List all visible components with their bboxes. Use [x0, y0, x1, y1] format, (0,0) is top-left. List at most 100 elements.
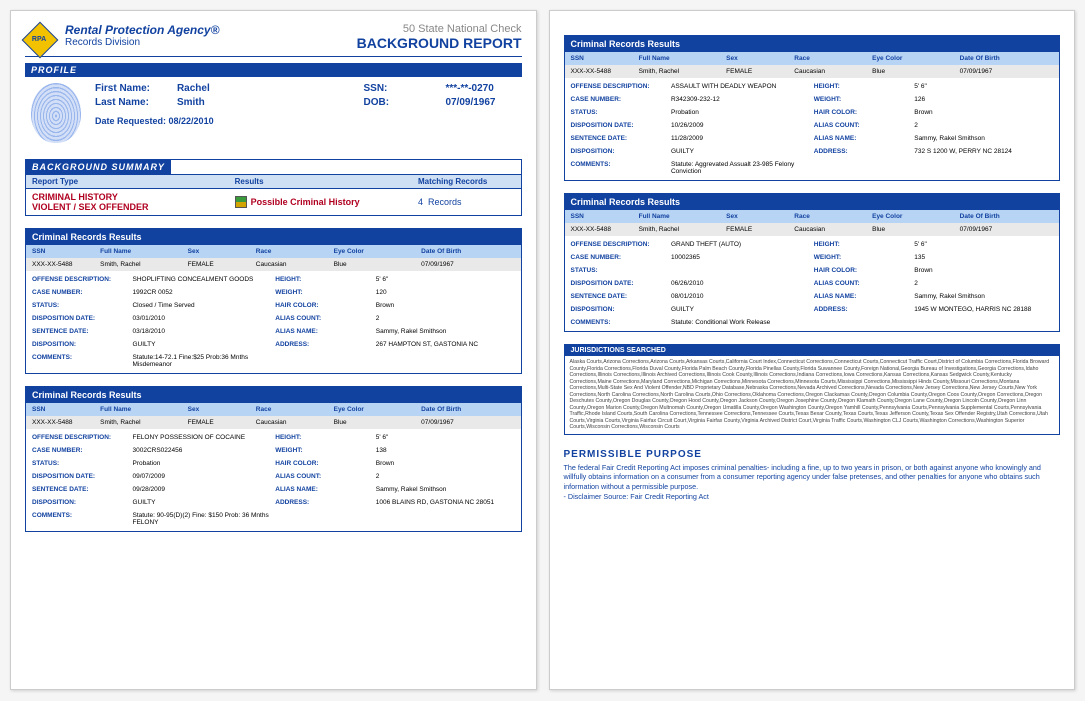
pair-hair: HAIR COLOR:Brown [812, 264, 1055, 277]
value-disposition: GUILTY [132, 341, 271, 348]
value-hair: Brown [376, 302, 515, 309]
val-dob: 07/09/1967 [958, 225, 1055, 234]
value-offense: SHOPLIFTING CONCEALMENT GOODS [132, 276, 271, 283]
pair-hair: HAIR COLOR:Brown [273, 299, 516, 312]
label-case: CASE NUMBER: [32, 447, 132, 454]
record-header-row: SSNFull NameSexRaceEye ColorDate Of Birt… [565, 210, 1060, 223]
background-report-label: BACKGROUND REPORT [357, 35, 522, 51]
pair-sentdate: SENTENCE DATE:09/28/2009 [30, 483, 273, 496]
pair-address: ADDRESS:1006 BLAINS RD, GASTONIA NC 2805… [273, 496, 516, 509]
flag-icon [235, 196, 247, 208]
val-ssn: XXX-XX-5488 [30, 418, 98, 427]
rpa-logo-icon [22, 22, 59, 59]
pair-disposition: DISPOSITION:GUILTY [30, 338, 273, 351]
criminal-record-0: Criminal Records ResultsSSNFull NameSexR… [25, 228, 522, 374]
value-sentdate: 08/01/2010 [671, 293, 810, 300]
label-comments: COMMENTS: [32, 512, 132, 526]
val-eye: Blue [332, 260, 420, 269]
pair-case: CASE NUMBER:R342309-232-12 [569, 93, 812, 106]
value-comments: Statute: Conditional Work Release [671, 319, 810, 326]
col-sex: Sex [186, 405, 254, 414]
val-dob: 07/09/1967 [419, 418, 516, 427]
logo-block: Rental Protection Agency® Records Divisi… [25, 23, 219, 53]
value-height: 5' 6" [376, 434, 515, 441]
jurisdictions-body: Alaska Courts,Arizona Corrections,Arizon… [565, 356, 1060, 434]
pair-status: STATUS:Probation [30, 457, 273, 470]
col-dob: Date Of Birth [958, 54, 1055, 63]
summary-col-matching: Matching Records [418, 177, 515, 186]
pair-hair: HAIR COLOR:Brown [273, 457, 516, 470]
summary-col-results: Results [235, 177, 418, 186]
jurisdictions-title: JURISDICTIONS SEARCHED [565, 345, 1060, 356]
ssn-label: SSN: [363, 83, 443, 94]
pair-height: HEIGHT:5' 6" [812, 80, 1055, 93]
val-sex: FEMALE [724, 225, 792, 234]
pair-alias-count: ALIAS COUNT:2 [812, 277, 1055, 290]
val-name: Smith, Rachel [98, 418, 186, 427]
value-offense: FELONY POSSESSION OF COCAINE [132, 434, 271, 441]
label-alias-name: ALIAS NAME: [814, 135, 914, 142]
label-status: STATUS: [32, 460, 132, 467]
col-race: Race [792, 54, 870, 63]
label-hair: HAIR COLOR: [275, 302, 375, 309]
pair-comments: COMMENTS:Statute:14-72.1 Fine:$25 Prob:3… [30, 351, 273, 371]
label-alias-count: ALIAS COUNT: [814, 280, 914, 287]
col-eye: Eye Color [332, 247, 420, 256]
value-height: 5' 6" [376, 276, 515, 283]
label-sentdate: SENTENCE DATE: [571, 135, 671, 142]
value-case: 3002CRS022456 [132, 447, 271, 454]
label-height: HEIGHT: [814, 83, 914, 90]
pair-sentdate: SENTENCE DATE:08/01/2010 [569, 290, 812, 303]
value-hair: Brown [914, 267, 1053, 274]
value-status [671, 267, 810, 274]
label-address: ADDRESS: [275, 341, 375, 348]
label-weight: WEIGHT: [275, 289, 375, 296]
val-name: Smith, Rachel [637, 67, 725, 76]
col-name: Full Name [98, 247, 186, 256]
record-title: Criminal Records Results [26, 387, 521, 403]
label-address: ADDRESS: [275, 499, 375, 506]
col-race: Race [792, 212, 870, 221]
pair-alias-count: ALIAS COUNT:2 [273, 470, 516, 483]
pair-alias-name: ALIAS NAME:Sammy, Rakel Smithson [812, 290, 1055, 303]
value-sentdate: 09/28/2009 [132, 486, 271, 493]
label-height: HEIGHT: [275, 276, 375, 283]
summary-type-2: VIOLENT / SEX OFFENDER [32, 202, 235, 212]
val-race: Caucasian [254, 260, 332, 269]
label-disposition: DISPOSITION: [32, 341, 132, 348]
jurisdictions-box: JURISDICTIONS SEARCHED Alaska Courts,Ari… [564, 344, 1061, 435]
label-status: STATUS: [571, 267, 671, 274]
value-dispdate: 09/07/2009 [132, 473, 271, 480]
pair-hair: HAIR COLOR:Brown [812, 106, 1055, 119]
first-name-value: Rachel [177, 83, 210, 94]
record-detail: OFFENSE DESCRIPTION:SHOPLIFTING CONCEALM… [26, 271, 521, 373]
value-disposition: GUILTY [132, 499, 271, 506]
profile-title: PROFILE [25, 63, 522, 77]
permissible-body: The federal Fair Credit Reporting Act im… [564, 463, 1061, 502]
label-dispdate: DISPOSITION DATE: [32, 315, 132, 322]
pair-offense: OFFENSE DESCRIPTION:SHOPLIFTING CONCEALM… [30, 273, 273, 286]
val-sex: FEMALE [186, 260, 254, 269]
criminal-record-3: Criminal Records ResultsSSNFull NameSexR… [564, 193, 1061, 332]
col-sex: Sex [186, 247, 254, 256]
pair-status: STATUS:Probation [569, 106, 812, 119]
val-ssn: XXX-XX-5488 [569, 67, 637, 76]
col-dob: Date Of Birth [958, 212, 1055, 221]
summary-result: Possible Criminal History [251, 197, 360, 207]
label-offense: OFFENSE DESCRIPTION: [571, 241, 671, 248]
val-ssn: XXX-XX-5488 [30, 260, 98, 269]
value-alias-name: Sammy, Rakel Smithson [376, 328, 515, 335]
value-hair: Brown [376, 460, 515, 467]
col-race: Race [254, 247, 332, 256]
label-dispdate: DISPOSITION DATE: [571, 280, 671, 287]
label-disposition: DISPOSITION: [571, 306, 671, 313]
criminal-record-1: Criminal Records ResultsSSNFull NameSexR… [25, 386, 522, 532]
val-eye: Blue [870, 67, 958, 76]
last-name-value: Smith [177, 97, 205, 108]
pair-status: STATUS:Closed / Time Served [30, 299, 273, 312]
val-race: Caucasian [254, 418, 332, 427]
date-req-label: Date Requested: [95, 116, 166, 126]
value-status: Closed / Time Served [132, 302, 271, 309]
ssn-value: ***-**-0270 [445, 83, 493, 94]
label-hair: HAIR COLOR: [275, 460, 375, 467]
